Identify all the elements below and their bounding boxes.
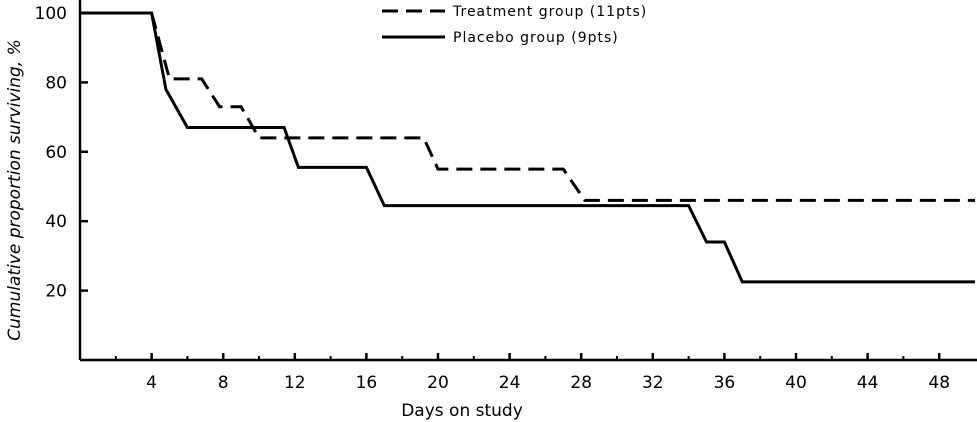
x-tick-label: 4 <box>146 373 157 393</box>
x-axis-title: Days on study <box>401 401 523 421</box>
x-tick-label: 44 <box>857 373 879 393</box>
series-lines <box>80 11 975 284</box>
x-ticks: 4 8 12 16 20 24 28 32 36 40 44 48 <box>114 353 950 393</box>
x-tick-label: 36 <box>714 373 736 393</box>
x-tick-label: 8 <box>218 373 229 393</box>
x-tick-label: 28 <box>570 373 592 393</box>
treatment-series-line <box>80 11 975 202</box>
x-tick-label: 40 <box>785 373 807 393</box>
legend-label: Treatment group (11pts) <box>452 4 647 20</box>
x-tick-label: 16 <box>356 373 378 393</box>
x-tick-label: 24 <box>499 373 521 393</box>
x-tick-label: 12 <box>284 373 306 393</box>
y-tick-label: 100 <box>35 4 67 24</box>
y-tick-label: 80 <box>45 73 67 93</box>
legend-label: Placebo group (9pts) <box>453 30 619 46</box>
y-tick-label: 40 <box>45 212 67 232</box>
x-tick-label: 32 <box>642 373 664 393</box>
y-tick-label: 60 <box>45 143 67 163</box>
x-tick-label: 20 <box>427 373 449 393</box>
y-tick-label: 20 <box>45 282 67 302</box>
placebo-series-line <box>80 11 975 284</box>
y-ticks: 20 40 60 80 100 <box>35 4 88 302</box>
y-axis-title: Cumulative proportion surviving, % <box>5 39 25 340</box>
legend: Treatment group (11pts) Placebo group (9p… <box>382 4 647 46</box>
x-tick-label: 48 <box>928 373 950 393</box>
